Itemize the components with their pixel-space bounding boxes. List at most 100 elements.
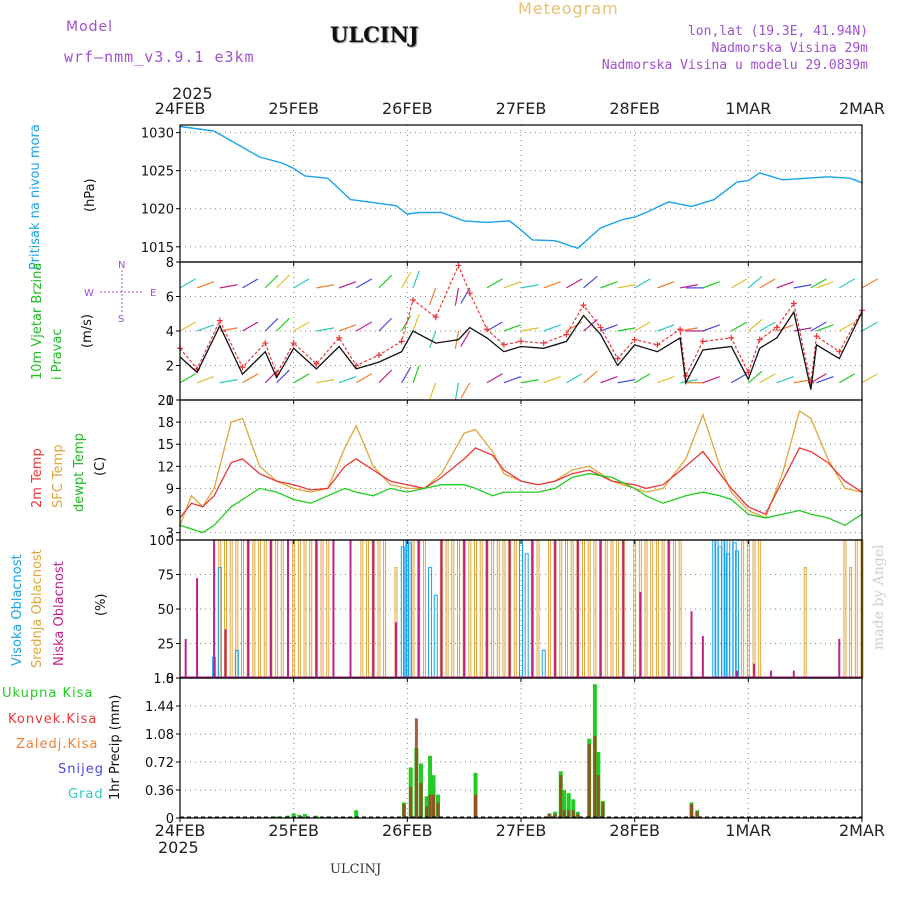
y-tick-label: 1030 <box>141 127 174 142</box>
wind-arrow <box>543 281 561 289</box>
gust-marker <box>654 341 661 348</box>
wind-arrow <box>242 278 259 289</box>
wind-speed-line <box>179 310 863 390</box>
wind-arrow <box>179 321 196 332</box>
high-cloud-bar <box>714 539 719 679</box>
wind-arrow <box>776 376 794 384</box>
high-cloud-bar <box>217 567 222 679</box>
mid-cloud-bar <box>849 567 853 679</box>
y-tick-label: 4 <box>166 325 174 340</box>
low-cloud-bar <box>417 539 420 679</box>
wind-arrow <box>454 287 460 306</box>
low-cloud-bar <box>394 622 397 679</box>
wind-arrow <box>486 278 503 289</box>
y-tick-label: 1.44 <box>145 700 174 715</box>
total-precip-bar <box>354 810 359 818</box>
y-tick-label: 2 <box>166 360 174 375</box>
wind-arrow <box>617 284 636 289</box>
low-cloud-bar <box>667 539 670 679</box>
low-cloud-bar <box>753 663 756 679</box>
mid-cloud-bar <box>661 539 665 679</box>
high-cloud-bar <box>717 546 722 679</box>
mid-cloud-bar <box>258 539 262 679</box>
mid-cloud-bar <box>451 539 455 679</box>
low-cloud-bar <box>576 539 579 679</box>
y-tick-label: 3 <box>166 527 174 542</box>
wind-arrow <box>838 321 856 332</box>
y-tick-label: 1.8 <box>153 672 174 687</box>
low-cloud-bar <box>485 539 488 679</box>
gust-marker <box>773 324 780 331</box>
wind-arrow <box>543 324 561 332</box>
wind-arrow <box>657 324 675 332</box>
wind-arrow <box>680 379 698 384</box>
y-tick-label: 0 <box>166 672 174 687</box>
y-tick-label: 8 <box>166 256 174 271</box>
wind-arrow <box>355 321 373 332</box>
wind-arrow <box>219 284 238 289</box>
wind-arrow <box>600 281 618 289</box>
wind-arrow <box>338 281 357 289</box>
convective-precip-bar <box>567 810 571 818</box>
mid-cloud-bar <box>854 539 858 679</box>
y-tick-label: 100 <box>149 534 174 549</box>
y-tick-label: 1.08 <box>145 728 174 743</box>
wind-arrow <box>429 287 437 305</box>
wind-arrow <box>617 379 636 384</box>
high-cloud-bar <box>234 649 239 679</box>
wind-arrow <box>378 274 393 289</box>
wind-arrow <box>219 327 238 332</box>
precip-legend-freezing: Zaledj.Kisa <box>16 737 99 752</box>
gust-marker <box>631 336 638 343</box>
convective-precip-bar <box>571 810 575 818</box>
mid-cloud-bar <box>502 539 506 679</box>
gust-marker <box>597 324 604 331</box>
low-cloud-bar <box>315 539 318 679</box>
wind-arrow <box>264 317 279 332</box>
wind-arrow <box>520 327 539 332</box>
y-tick-label: 18 <box>157 416 174 431</box>
mid-cloud-bar <box>252 539 256 679</box>
low-cloud-bar <box>639 591 642 679</box>
wind-arrow <box>634 278 651 289</box>
gust-marker <box>239 364 246 371</box>
low-cloud-bar <box>838 638 841 679</box>
gust-marker <box>836 348 843 355</box>
mid-cloud-bar <box>604 539 608 679</box>
wind-arrow <box>657 281 675 289</box>
wind-arrow <box>747 318 763 332</box>
time-label-top: 25FEB <box>268 99 319 118</box>
wind-arrow <box>276 274 290 289</box>
wind-arrow <box>816 281 834 289</box>
year-label-bottom: 2025 <box>158 838 199 857</box>
y-tick-label: 1015 <box>141 241 174 256</box>
wind-arrow <box>276 317 290 332</box>
total-precip-bar <box>566 793 571 818</box>
time-label-bottom: 26FEB <box>382 821 433 840</box>
low-cloud-bar <box>440 539 443 679</box>
gust-marker <box>614 355 621 362</box>
wind-arrow <box>503 281 522 289</box>
footer-station: ULCINJ <box>330 862 382 877</box>
gust-marker <box>580 302 587 309</box>
mid-cloud-bar <box>655 539 659 679</box>
wind-arrow <box>680 327 698 332</box>
mid-cloud-bar <box>218 539 222 679</box>
wind-arrow <box>401 366 412 384</box>
wind-arrow <box>600 376 618 384</box>
gust-marker <box>336 334 343 341</box>
model-name: wrf—nmm_v3.9.1 e3km <box>64 48 255 66</box>
low-cloud-bar <box>269 539 272 679</box>
sfc-temp-line <box>179 410 863 526</box>
low-cloud-bar <box>349 539 352 679</box>
wind-arrow <box>196 324 215 332</box>
mid-cloud-bar <box>644 539 648 679</box>
gust-marker <box>290 340 297 347</box>
wind-arrow <box>412 313 420 332</box>
wind-arrow <box>355 373 373 384</box>
convective-precip-bar <box>419 783 423 818</box>
total-precip-bar <box>291 813 296 818</box>
y-tick-label: 12 <box>157 460 174 475</box>
wind-arrow <box>702 281 720 289</box>
